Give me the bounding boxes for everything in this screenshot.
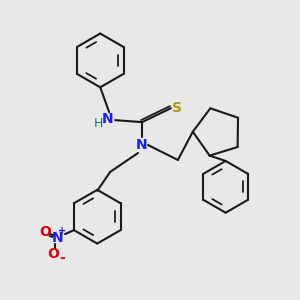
- Text: H: H: [94, 117, 103, 130]
- Text: S: S: [172, 101, 182, 115]
- Text: N: N: [136, 138, 148, 152]
- Text: O: O: [39, 225, 51, 239]
- Text: N: N: [101, 112, 113, 126]
- Text: N: N: [52, 231, 64, 245]
- Text: O: O: [47, 247, 59, 261]
- Text: +: +: [58, 226, 66, 236]
- Text: -: -: [59, 251, 65, 265]
